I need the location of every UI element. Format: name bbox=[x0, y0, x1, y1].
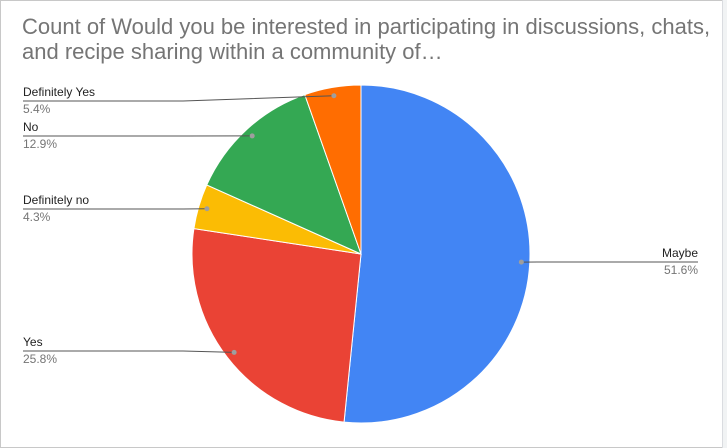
slice-label-definitely-yes: Definitely Yes bbox=[23, 85, 95, 99]
slice-label-maybe: Maybe bbox=[662, 246, 698, 260]
slice-label-definitely-no: Definitely no bbox=[23, 193, 89, 207]
leader-dot-no bbox=[249, 133, 255, 139]
slice-label-yes: Yes bbox=[23, 335, 43, 349]
pie-slices bbox=[191, 84, 531, 424]
slice-label-no: No bbox=[23, 120, 39, 134]
pie-slice-maybe bbox=[343, 84, 531, 424]
slice-pct-definitely-no: 4.3% bbox=[23, 210, 51, 224]
leader-line-yes bbox=[23, 350, 235, 353]
leader-lines bbox=[23, 93, 698, 355]
leader-dot-definitely-yes bbox=[331, 93, 337, 99]
slice-pct-yes: 25.8% bbox=[23, 352, 57, 366]
chart-title: Count of Would you be interested in part… bbox=[22, 14, 711, 64]
slice-pct-maybe: 51.6% bbox=[664, 263, 698, 277]
pie-slice-no bbox=[206, 93, 362, 255]
sheet-edge bbox=[722, 0, 727, 448]
pie-slice-definitely-yes bbox=[304, 84, 362, 255]
slice-pct-no: 12.9% bbox=[23, 137, 57, 151]
leader-dot-maybe bbox=[518, 259, 524, 265]
leader-line-definitely-yes bbox=[23, 95, 334, 102]
pie-slice-yes bbox=[191, 228, 362, 423]
slice-pct-definitely-yes: 5.4% bbox=[23, 102, 51, 116]
leader-dot-yes bbox=[231, 349, 237, 355]
leader-dot-definitely-no bbox=[204, 206, 210, 212]
